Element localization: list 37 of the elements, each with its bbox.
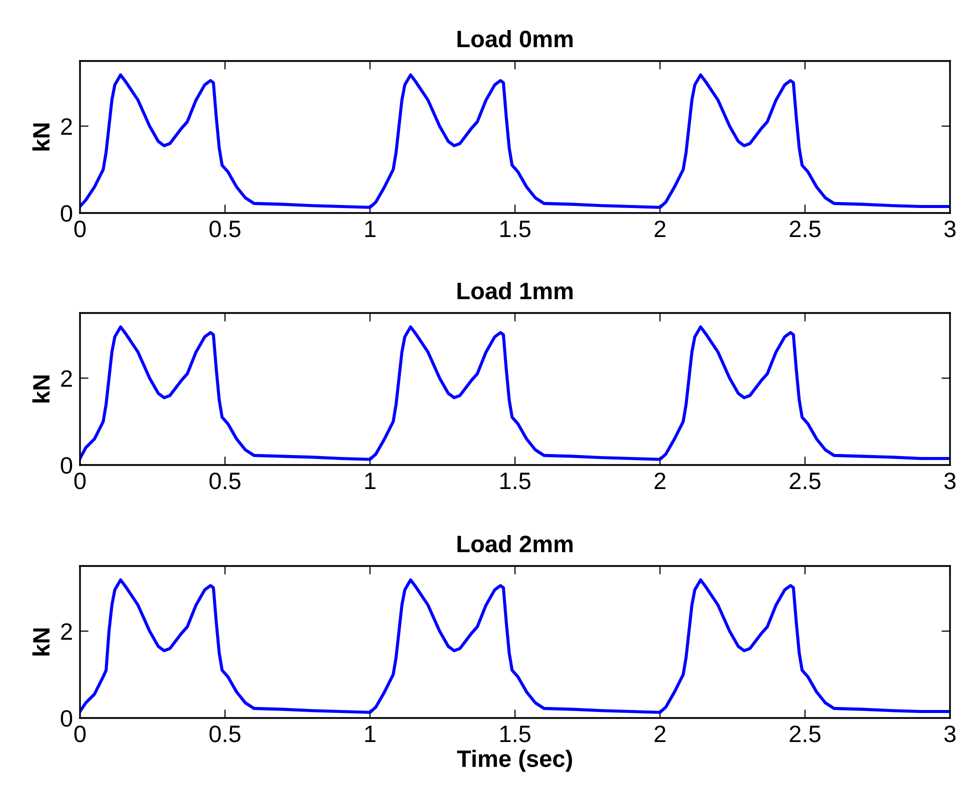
y-tick-label: 2 [61,370,72,387]
x-tick-label: 0 [74,726,86,742]
y-axis-title: kN [32,628,50,656]
x-tick-label: 3 [944,472,956,490]
x-tick-label: 2.5 [790,472,820,490]
y-tick-label: 0 [60,205,72,222]
x-tick-label: 2 [654,726,666,742]
line-series [80,578,950,714]
x-tick-label: 0 [74,220,86,238]
x-tick-label: 0.5 [210,220,240,238]
chart-title: Load 0mm [458,30,573,48]
y-axis-title: kN [32,376,50,402]
x-tick-label: 2 [654,472,666,490]
line-series [80,325,950,461]
x-tick-label: 1.5 [500,220,530,238]
x-tick-label: 3 [944,726,956,742]
x-tick-label: 1.5 [500,726,530,742]
chart-title: Load 1mm [458,282,573,300]
x-tick-label: 3 [944,220,956,238]
x-tick-label: 2.5 [790,726,820,742]
x-tick-label: 1.5 [500,472,530,490]
x-tick-label: 1 [365,726,376,742]
x-tick-label: 1 [365,220,376,238]
x-tick-label: 0.5 [210,472,240,490]
y-tick-label: 0 [60,457,72,474]
x-tick-label: 2 [654,220,666,238]
y-axis-title: kN [32,124,50,150]
x-axis-title: Time (sec) [457,750,572,772]
x-tick-label: 0 [74,472,86,490]
y-tick-label: 2 [61,118,72,135]
x-tick-label: 1 [365,472,376,490]
y-tick-label: 2 [61,623,72,640]
y-tick-label: 0 [60,710,72,727]
chart-title: Load 2mm [458,535,573,552]
x-tick-label: 2.5 [790,220,820,238]
x-tick-label: 0.5 [210,726,240,742]
line-series [80,73,950,209]
